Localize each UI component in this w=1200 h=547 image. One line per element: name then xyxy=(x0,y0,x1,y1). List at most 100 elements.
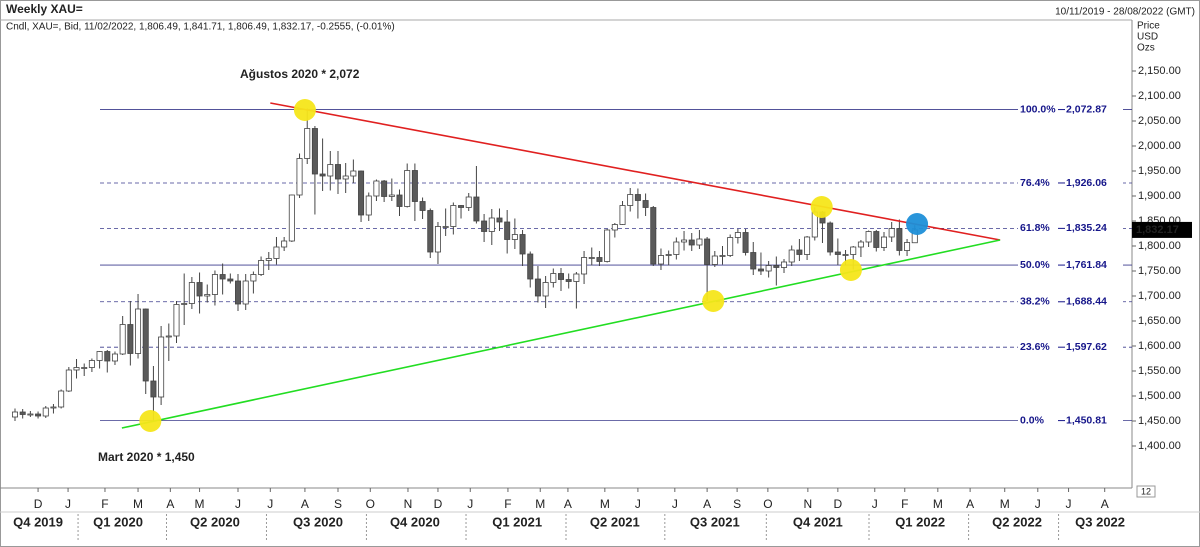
candle-body xyxy=(834,251,841,255)
marker xyxy=(702,290,725,312)
fib-label-bg xyxy=(1018,294,1123,309)
x-tick-label: F xyxy=(504,497,511,511)
candle-body xyxy=(519,234,526,255)
marker xyxy=(839,259,862,281)
x-tick-label: J xyxy=(65,497,71,511)
candle-body xyxy=(342,175,349,180)
x-tick-label: F xyxy=(901,497,908,511)
candle-body xyxy=(719,255,726,257)
fib-value: 1,688.44 xyxy=(1066,296,1107,308)
candle-body xyxy=(188,282,195,304)
candle-body xyxy=(250,274,257,282)
quarter-label: Q2 2020 xyxy=(190,514,240,529)
x-tick-label: M xyxy=(933,497,943,511)
y-tick-label: 1,500.00 xyxy=(1138,390,1181,402)
fib-label-bg xyxy=(1018,258,1123,273)
quarter-label: Q1 2020 xyxy=(93,514,143,529)
candle-body xyxy=(388,194,395,197)
fib-value: 1,761.84 xyxy=(1066,259,1107,271)
quarter-label: Q4 2019 xyxy=(13,514,63,529)
candle-body xyxy=(880,236,887,248)
y-tick-label: 1,400.00 xyxy=(1138,440,1181,452)
candle-body xyxy=(35,413,42,417)
candle-body xyxy=(111,353,118,362)
candle-body xyxy=(781,261,788,268)
x-tick-label: A xyxy=(166,497,174,511)
candle-body xyxy=(235,280,242,305)
candle-body xyxy=(288,194,295,242)
quarter-label: Q3 2020 xyxy=(293,514,343,529)
quarter-label: Q4 2021 xyxy=(793,514,843,529)
marker xyxy=(139,410,162,432)
candle-body xyxy=(527,253,534,280)
candle-body xyxy=(542,282,549,297)
fib-pct: 61.8% xyxy=(1020,222,1050,234)
candle-body xyxy=(742,232,749,253)
y-tick-label: 1,700.00 xyxy=(1138,290,1181,302)
candle-body xyxy=(150,380,157,398)
x-tick-label: D xyxy=(34,497,43,511)
candle-body xyxy=(750,252,757,270)
candle-body xyxy=(581,257,588,275)
candle-body xyxy=(81,367,88,369)
candle-body xyxy=(27,413,34,416)
axis-unit: Price xyxy=(1137,21,1160,32)
candle-body xyxy=(504,221,511,240)
quarter-label: Q2 2022 xyxy=(992,514,1042,529)
candle-body xyxy=(558,273,565,280)
candle-body xyxy=(273,246,280,259)
candle-body xyxy=(673,241,680,255)
last-price-tag xyxy=(1132,221,1192,238)
fib-pct: 100.0% xyxy=(1020,103,1056,115)
fib-value: 2,072.87 xyxy=(1066,103,1107,115)
fib-pct: 50.0% xyxy=(1020,259,1050,271)
candle-body xyxy=(434,226,441,253)
quarter-label: Q1 2022 xyxy=(895,514,945,529)
fib-pct: 23.6% xyxy=(1020,341,1050,353)
fib-value: 1,450.81 xyxy=(1066,414,1107,426)
candle-body xyxy=(573,273,580,282)
candle-body xyxy=(596,257,603,262)
candle-body xyxy=(857,241,864,248)
date-range: 10/11/2019 - 28/08/2022 (GMT) xyxy=(1055,7,1195,18)
candle-body xyxy=(258,260,265,275)
candle-body xyxy=(311,128,318,175)
last-price-label: 1,832.17 xyxy=(1136,224,1179,236)
x-tick-label: F xyxy=(101,497,108,511)
candle-body xyxy=(611,224,618,231)
candle-body xyxy=(696,238,703,246)
candle-body xyxy=(58,390,65,408)
fib-label-bg xyxy=(1018,221,1123,236)
candle-body xyxy=(534,278,541,297)
candle-body xyxy=(804,236,811,255)
candle-body xyxy=(50,406,57,409)
fib-label-bg xyxy=(1018,340,1123,355)
candle-body xyxy=(19,411,26,415)
fib-pct: 76.4% xyxy=(1020,177,1050,189)
candle-body xyxy=(73,367,80,371)
candle-body xyxy=(588,257,595,259)
candle-body xyxy=(773,265,780,268)
y-tick-label: 2,000.00 xyxy=(1138,140,1181,152)
candle-body xyxy=(358,170,365,216)
x-tick-label: S xyxy=(733,497,741,511)
y-tick-label: 1,450.00 xyxy=(1138,415,1181,427)
candle-body xyxy=(42,407,49,417)
candle-body xyxy=(450,205,457,227)
x-tick-label: J xyxy=(872,497,878,511)
corner-label: 12 xyxy=(1141,486,1151,496)
candle-body xyxy=(319,173,326,177)
candle-body xyxy=(96,351,103,361)
candle-body xyxy=(88,360,95,368)
trendline xyxy=(270,102,1001,241)
candle-body xyxy=(419,201,426,211)
candle-body xyxy=(65,369,72,392)
candle-body xyxy=(488,217,495,232)
candle-body xyxy=(281,240,288,248)
candle-body xyxy=(796,249,803,255)
x-tick-label: J xyxy=(467,497,473,511)
y-tick-label: 1,800.00 xyxy=(1138,240,1181,252)
candle-body xyxy=(442,226,449,228)
